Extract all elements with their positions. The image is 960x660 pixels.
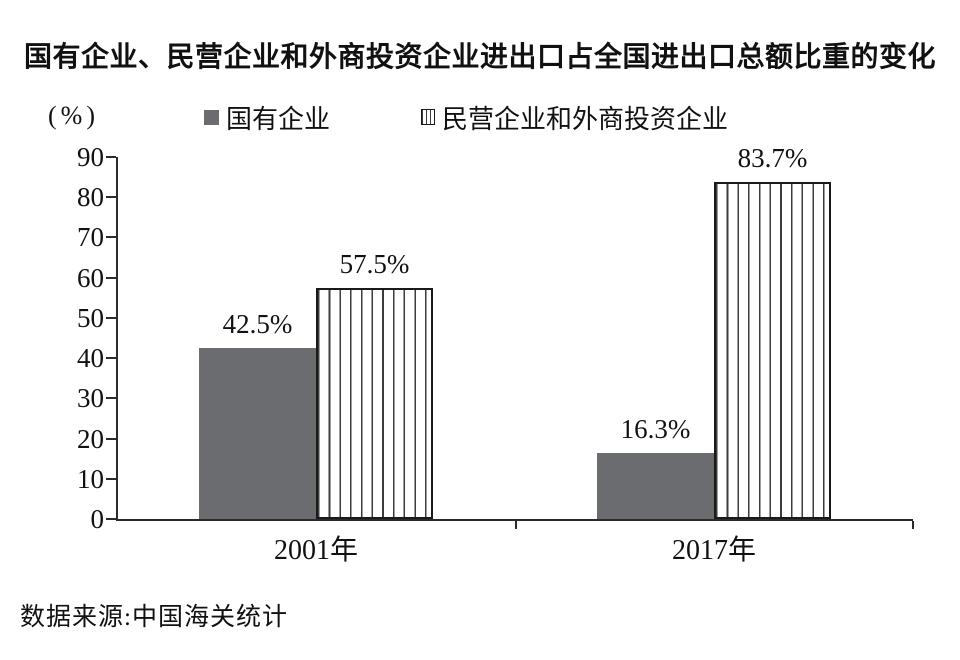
bar-value-label: 42.5%	[222, 309, 293, 340]
y-tick-label: 10	[77, 463, 104, 494]
y-tick	[106, 397, 116, 400]
y-tick	[106, 357, 116, 360]
y-tick	[106, 156, 116, 158]
y-tick-label: 20	[77, 423, 104, 454]
y-tick	[106, 518, 116, 520]
y-tick	[106, 196, 116, 199]
y-tick	[106, 477, 116, 480]
bar-striped-2001年	[316, 287, 433, 519]
bar-value-label: 16.3%	[620, 414, 691, 445]
legend-swatch-solid-square	[204, 109, 219, 125]
bar-value-label: 57.5%	[339, 248, 410, 279]
bar-solid-2001年	[199, 348, 316, 519]
bar-striped-2017年	[714, 182, 831, 519]
legend-item-private-foreign: 民营企业和外商投资企业	[421, 99, 728, 135]
x-axis-line	[116, 519, 913, 521]
data-source-note: 数据来源:中国海关统计	[20, 604, 288, 631]
x-tick	[515, 521, 517, 529]
y-tick-label: 60	[77, 262, 104, 293]
x-category-label: 2017年	[671, 535, 756, 566]
y-tick-label: 70	[77, 222, 104, 253]
y-tick-label: 40	[77, 343, 104, 374]
legend-swatch-striped-square	[421, 109, 435, 125]
y-tick	[106, 236, 116, 239]
bar-value-label: 83.7%	[737, 143, 808, 174]
x-category-label: 2001年	[273, 535, 358, 566]
x-tick	[912, 521, 914, 529]
y-tick	[106, 316, 116, 319]
legend-label: 民营企业和外商投资企业	[442, 104, 729, 134]
y-tick	[106, 437, 116, 440]
y-tick-label: 0	[90, 504, 105, 534]
y-axis-unit-label: (%)	[48, 101, 99, 130]
y-axis-line	[116, 157, 118, 521]
y-tick	[106, 276, 116, 279]
bar-solid-2017年	[597, 453, 714, 519]
chart-title: 国有企业、民营企业和外商投资企业进出口占全国进出口总额比重的变化	[23, 41, 936, 72]
y-tick-label: 30	[77, 383, 104, 414]
y-tick-label: 90	[77, 142, 104, 172]
legend-label: 国有企业	[226, 104, 331, 134]
y-tick-label: 50	[77, 302, 104, 333]
y-tick-label: 80	[77, 182, 104, 213]
legend-item-state-owned: 国有企业	[204, 99, 330, 135]
